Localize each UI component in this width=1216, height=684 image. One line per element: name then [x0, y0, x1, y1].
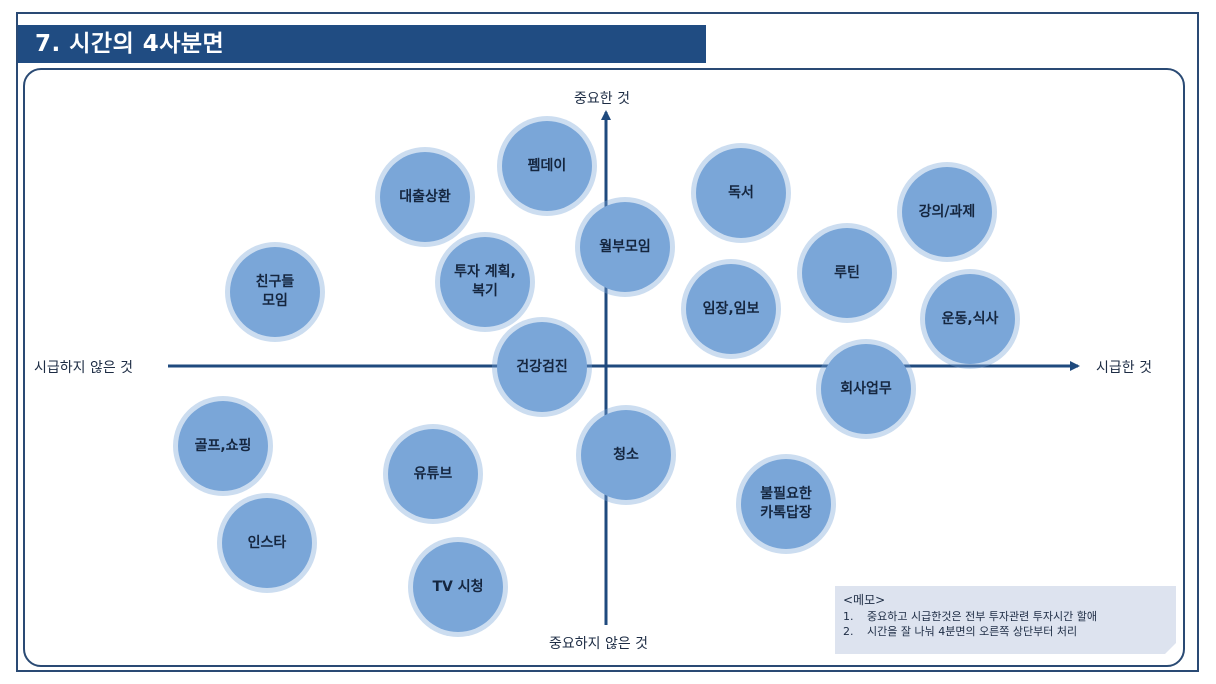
page-fold-icon [1165, 643, 1176, 654]
axis-label-top: 중요한 것 [574, 91, 630, 107]
memo-item-text: 중요하고 시급한것은 전부 투자관련 투자시간 할애 [867, 610, 1098, 623]
bubble-pemdei: 펨데이 [502, 121, 592, 211]
bubble-hoesa: 회사업무 [821, 344, 911, 434]
bubble-daechul: 대출상환 [380, 152, 470, 242]
bubble-imjang: 임장,임보 [686, 264, 776, 354]
bubble-youtube: 유튜브 [388, 429, 478, 519]
memo-item-number: 2. [843, 625, 854, 638]
bubble-chingu: 친구들 모임 [230, 247, 320, 337]
quadrant-panel [23, 68, 1185, 667]
bubble-tuja: 투자 계획, 복기 [440, 237, 530, 327]
memo-item-number: 1. [843, 610, 854, 623]
outer-frame [16, 12, 1199, 672]
bubble-insta: 인스타 [222, 498, 312, 588]
memo-item-text: 시간을 잘 나눠 4분면의 오른쪽 상단부터 처리 [867, 625, 1078, 638]
bubble-wolbu: 월부모임 [580, 202, 670, 292]
bubble-dokseo: 독서 [696, 148, 786, 238]
memo-note: <메모> 1. 중요하고 시급한것은 전부 투자관련 투자시간 할애 2. 시간… [835, 586, 1176, 654]
bubble-tv: TV 시청 [413, 542, 503, 632]
bubble-cheongso: 청소 [581, 410, 671, 500]
bubble-golf: 골프,쇼핑 [178, 401, 268, 491]
memo-title: <메모> [843, 593, 886, 607]
axis-label-left: 시급하지 않은 것 [34, 360, 134, 376]
axis-label-bottom: 중요하지 않은 것 [549, 636, 649, 652]
bubble-rutin: 루틴 [802, 228, 892, 318]
bubble-bulpil: 불필요한 카톡답장 [741, 459, 831, 549]
page-title: 7. 시간의 4사분면 [18, 25, 706, 63]
memo-item: 1. 중요하고 시급한것은 전부 투자관련 투자시간 할애 [843, 609, 1168, 624]
memo-item: 2. 시간을 잘 나눠 4분면의 오른쪽 상단부터 처리 [843, 624, 1168, 639]
bubble-geongang: 건강검진 [497, 322, 587, 412]
bubble-gangui: 강의/과제 [902, 167, 992, 257]
bubble-undong: 운동,식사 [925, 274, 1015, 364]
axis-label-right: 시급한 것 [1096, 360, 1152, 376]
